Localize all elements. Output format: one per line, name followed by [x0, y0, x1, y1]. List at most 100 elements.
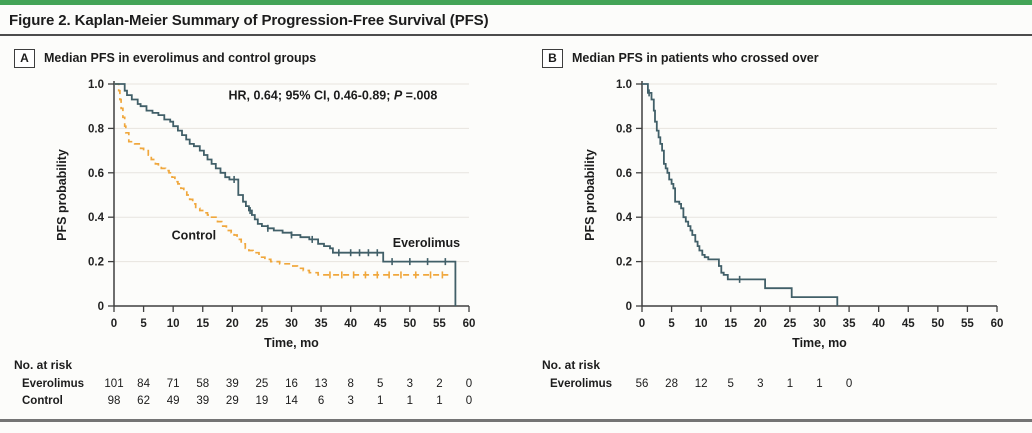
x-tick-label: 30: [813, 318, 826, 330]
risk-value: 0: [466, 378, 472, 390]
x-tick-label: 30: [285, 318, 298, 330]
km-curve-control: [114, 83, 449, 276]
risk-value: 2: [436, 378, 442, 390]
risk-row-name: Control: [22, 395, 63, 407]
risk-value: 1: [377, 395, 383, 407]
risk-value: 58: [196, 378, 209, 390]
y-tick-label: 0: [98, 301, 104, 313]
km-curve-everolimus: [642, 83, 839, 306]
bottom-divider: [0, 419, 1032, 422]
risk-value: 56: [636, 378, 649, 390]
risk-value: 98: [108, 395, 121, 407]
panel-b-badge: B: [542, 48, 563, 68]
x-tick-label: 45: [374, 318, 387, 330]
x-tick-label: 35: [315, 318, 328, 330]
panel-a: A Median PFS in everolimus and control g…: [14, 48, 506, 408]
risk-row-name: Everolimus: [22, 378, 84, 390]
risk-value: 1: [816, 378, 822, 390]
y-tick-label: 0.6: [616, 168, 632, 180]
y-tick-label: 0.4: [88, 212, 105, 224]
risk-value: 1: [436, 395, 442, 407]
risk-value: 71: [167, 378, 180, 390]
risk-value: 39: [196, 395, 209, 407]
risk-value: 14: [285, 395, 298, 407]
risk-value: 29: [226, 395, 239, 407]
risk-value: 13: [315, 378, 328, 390]
x-tick-label: 45: [902, 318, 915, 330]
risk-value: 6: [318, 395, 324, 407]
x-tick-label: 55: [961, 318, 974, 330]
risk-value: 3: [757, 378, 763, 390]
figure-accent-bar: [0, 0, 1032, 5]
x-tick-label: 40: [872, 318, 885, 330]
y-tick-label: 0.6: [88, 168, 104, 180]
risk-value: 0: [846, 378, 852, 390]
risk-row-name: Everolimus: [550, 378, 612, 390]
y-tick-label: 0: [626, 301, 632, 313]
risk-value: 39: [226, 378, 239, 390]
risk-value: 25: [256, 378, 269, 390]
panel-a-badge: A: [14, 48, 35, 68]
risk-value: 19: [256, 395, 269, 407]
panel-a-chart: 00.20.40.60.81.00 5 10 15 20 25 30 35 40 45 50 55 60…: [14, 79, 476, 407]
panel-b-title: Median PFS in patients who crossed over: [572, 51, 819, 65]
x-tick-label: 15: [724, 318, 737, 330]
x-tick-label: 55: [433, 318, 446, 330]
risk-value: 1: [407, 395, 413, 407]
x-tick-label: 25: [784, 318, 797, 330]
x-tick-label: 0: [111, 318, 117, 330]
risk-value: 49: [167, 395, 180, 407]
km-curve-everolimus: [114, 83, 457, 306]
x-tick-label: 50: [931, 318, 944, 330]
risk-value: 1: [787, 378, 793, 390]
y-tick-label: 1.0: [88, 79, 104, 91]
risk-table-header: No. at risk: [14, 358, 72, 372]
x-tick-label: 60: [463, 318, 476, 330]
figure-title: Figure 2. Kaplan-Meier Summary of Progre…: [9, 12, 489, 29]
x-tick-label: 10: [167, 318, 180, 330]
x-tick-label: 5: [140, 318, 147, 330]
x-tick-label: 40: [344, 318, 357, 330]
curve-label-control: Control: [172, 228, 216, 242]
y-axis-title: PFS probability: [55, 149, 69, 241]
risk-value: 3: [347, 395, 353, 407]
risk-value: 101: [104, 378, 123, 390]
x-tick-label: 0: [639, 318, 645, 330]
x-tick-label: 35: [843, 318, 856, 330]
y-tick-label: 0.2: [88, 257, 104, 269]
risk-value: 8: [347, 378, 353, 390]
y-tick-label: 0.2: [616, 257, 632, 269]
x-axis-title: Time, mo: [264, 336, 319, 350]
figure-content: A Median PFS in everolimus and control g…: [0, 36, 1032, 408]
y-tick-label: 0.8: [88, 123, 105, 135]
curve-label-everolimus: Everolimus: [393, 236, 460, 250]
panel-a-header: A Median PFS in everolimus and control g…: [14, 48, 506, 68]
risk-value: 3: [407, 378, 413, 390]
x-tick-label: 60: [991, 318, 1004, 330]
x-tick-label: 20: [754, 318, 767, 330]
risk-value: 16: [285, 378, 298, 390]
risk-table-header: No. at risk: [542, 358, 600, 372]
risk-value: 5: [728, 378, 734, 390]
hr-annotation: HR, 0.64; 95% CI, 0.46-0.89; P =.008: [229, 89, 438, 103]
risk-value: 12: [695, 378, 708, 390]
y-tick-label: 1.0: [616, 79, 632, 91]
panel-a-title: Median PFS in everolimus and control gro…: [44, 51, 317, 65]
x-tick-label: 10: [695, 318, 708, 330]
risk-value: 84: [137, 378, 150, 390]
x-tick-label: 15: [196, 318, 209, 330]
figure-2-kaplan-meier: Figure 2. Kaplan-Meier Summary of Progre…: [0, 0, 1032, 422]
title-divider: [0, 34, 1032, 36]
risk-value: 62: [137, 395, 150, 407]
x-tick-label: 25: [256, 318, 269, 330]
risk-value: 28: [665, 378, 678, 390]
panel-b-chart: 00.20.40.60.81.00 5 10 15 20 25 30 35 40 45 50 55 60…: [542, 79, 1004, 390]
y-tick-label: 0.4: [616, 212, 633, 224]
panel-b: B Median PFS in patients who crossed ove…: [542, 48, 1032, 408]
risk-value: 5: [377, 378, 383, 390]
x-tick-label: 20: [226, 318, 239, 330]
x-tick-label: 50: [403, 318, 416, 330]
x-axis-title: Time, mo: [792, 336, 847, 350]
x-tick-label: 5: [668, 318, 675, 330]
panel-b-header: B Median PFS in patients who crossed ove…: [542, 48, 1032, 68]
